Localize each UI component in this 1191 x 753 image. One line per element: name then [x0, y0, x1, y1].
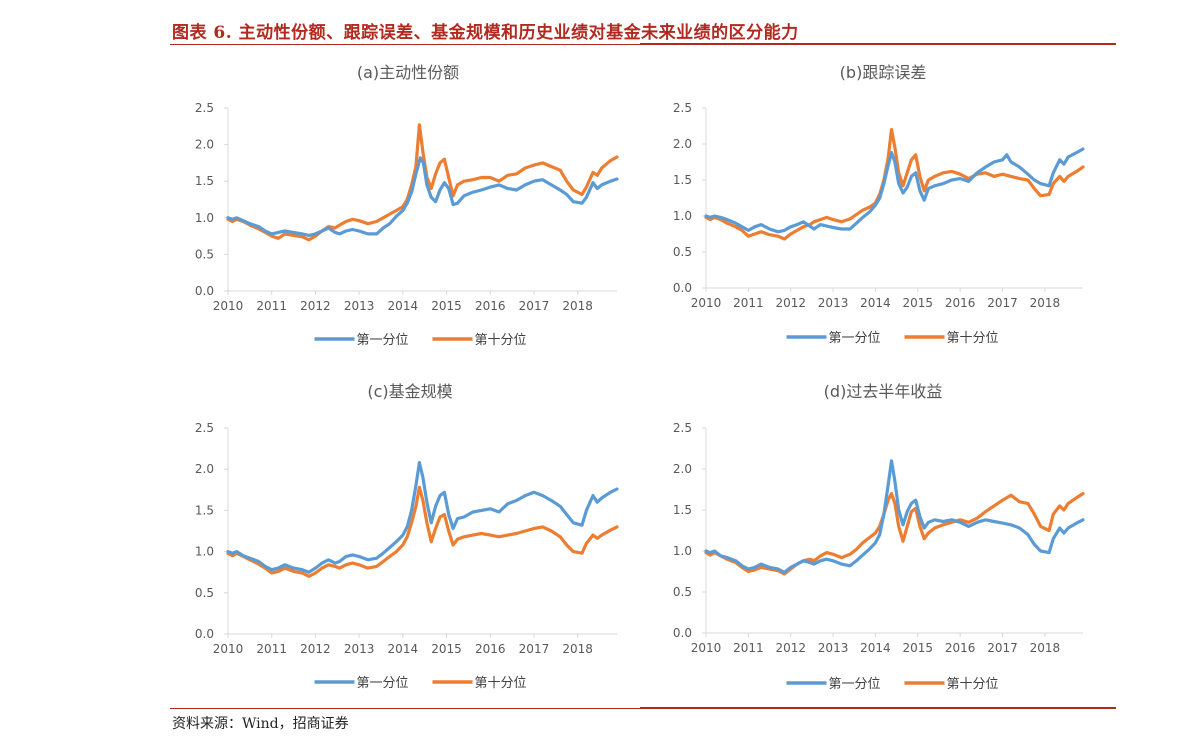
x-tick-label: 2014	[388, 642, 419, 656]
y-tick-label: 2.5	[673, 421, 692, 435]
x-tick-label: 2012	[775, 641, 806, 655]
y-tick-label: 0.5	[195, 586, 214, 600]
x-tick-label: 2016	[475, 299, 506, 313]
y-tick-label: 0.0	[195, 627, 214, 641]
y-tick-label: 0.0	[673, 281, 692, 295]
x-tick-label: 2012	[775, 296, 806, 310]
x-tick-label: 2011	[733, 641, 764, 655]
y-tick-label: 1.5	[195, 503, 214, 517]
x-tick-label: 2010	[213, 642, 244, 656]
y-tick-label: 1.0	[673, 209, 692, 223]
x-tick-label: 2011	[256, 642, 287, 656]
x-tick-label: 2011	[733, 296, 764, 310]
x-tick-label: 2010	[691, 641, 722, 655]
y-tick-label: 2.5	[195, 421, 214, 435]
x-tick-label: 2017	[519, 299, 550, 313]
y-tick-label: 1.0	[673, 544, 692, 558]
series-line-tenth-quantile	[226, 123, 619, 242]
y-tick-label: 1.0	[195, 211, 214, 225]
x-tick-label: 2015	[903, 641, 934, 655]
y-tick-label: 2.5	[673, 101, 692, 115]
x-tick-label: 2013	[344, 299, 375, 313]
legend-label-tenth-quantile: 第十分位	[947, 677, 999, 692]
x-tick-label: 2018	[562, 642, 593, 656]
x-tick-label: 2016	[945, 641, 976, 655]
x-tick-label: 2013	[818, 641, 849, 655]
x-tick-label: 2015	[431, 299, 462, 313]
chart-title: (a)主动性份额	[357, 63, 459, 82]
x-tick-label: 2016	[945, 296, 976, 310]
y-tick-label: 1.5	[195, 174, 214, 188]
x-tick-label: 2013	[818, 296, 849, 310]
bottom-rule-accent	[640, 707, 1116, 709]
x-tick-label: 2011	[256, 299, 287, 313]
y-tick-label: 2.0	[195, 462, 214, 476]
y-tick-label: 2.0	[195, 138, 214, 152]
y-tick-label: 0.0	[195, 284, 214, 298]
x-tick-label: 2010	[213, 299, 244, 313]
legend-label-first-quantile: 第一分位	[357, 676, 409, 691]
legend-label-first-quantile: 第一分位	[829, 677, 881, 692]
x-tick-label: 2010	[691, 296, 722, 310]
series-line-first-quantile	[704, 459, 1085, 574]
source-note: 资料来源：Wind，招商证券	[172, 716, 349, 732]
chart-title: (d)过去半年收益	[824, 382, 943, 401]
series-line-tenth-quantile	[704, 128, 1085, 241]
x-tick-label: 2015	[903, 296, 934, 310]
legend-label-first-quantile: 第一分位	[829, 331, 881, 346]
y-tick-label: 2.0	[673, 462, 692, 476]
series-line-first-quantile	[704, 147, 1085, 234]
chart-title: (c)基金规模	[367, 382, 452, 401]
x-tick-label: 2018	[1030, 296, 1061, 310]
y-tick-label: 1.5	[673, 503, 692, 517]
chart-title: (b)跟踪误差	[840, 63, 927, 82]
figure-title: 图表 6. 主动性份额、跟踪误差、基金规模和历史业绩对基金未来业绩的区分能力	[172, 23, 799, 43]
x-tick-label: 2014	[860, 296, 891, 310]
x-tick-label: 2018	[1030, 641, 1061, 655]
x-tick-label: 2014	[388, 299, 419, 313]
y-tick-label: 0.5	[673, 245, 692, 259]
x-tick-label: 2017	[519, 642, 550, 656]
y-tick-label: 1.5	[673, 173, 692, 187]
y-tick-label: 2.0	[673, 137, 692, 151]
x-tick-label: 2014	[860, 641, 891, 655]
x-tick-label: 2015	[431, 642, 462, 656]
x-tick-label: 2018	[562, 299, 593, 313]
top-rule-accent	[640, 43, 1116, 45]
y-tick-label: 0.5	[195, 247, 214, 261]
y-tick-label: 0.5	[673, 585, 692, 599]
series-line-tenth-quantile	[226, 485, 619, 578]
y-tick-label: 2.5	[195, 101, 214, 115]
y-tick-label: 1.0	[195, 545, 214, 559]
legend-label-tenth-quantile: 第十分位	[947, 331, 999, 346]
x-tick-label: 2017	[987, 296, 1018, 310]
series-line-first-quantile	[226, 461, 619, 574]
x-tick-label: 2012	[300, 642, 331, 656]
series-line-first-quantile	[226, 156, 619, 237]
x-tick-label: 2012	[300, 299, 331, 313]
legend-label-tenth-quantile: 第十分位	[475, 333, 527, 348]
x-tick-label: 2017	[987, 641, 1018, 655]
legend-label-first-quantile: 第一分位	[357, 333, 409, 348]
y-tick-label: 0.0	[673, 626, 692, 640]
x-tick-label: 2016	[475, 642, 506, 656]
x-tick-label: 2013	[344, 642, 375, 656]
legend-label-tenth-quantile: 第十分位	[475, 676, 527, 691]
